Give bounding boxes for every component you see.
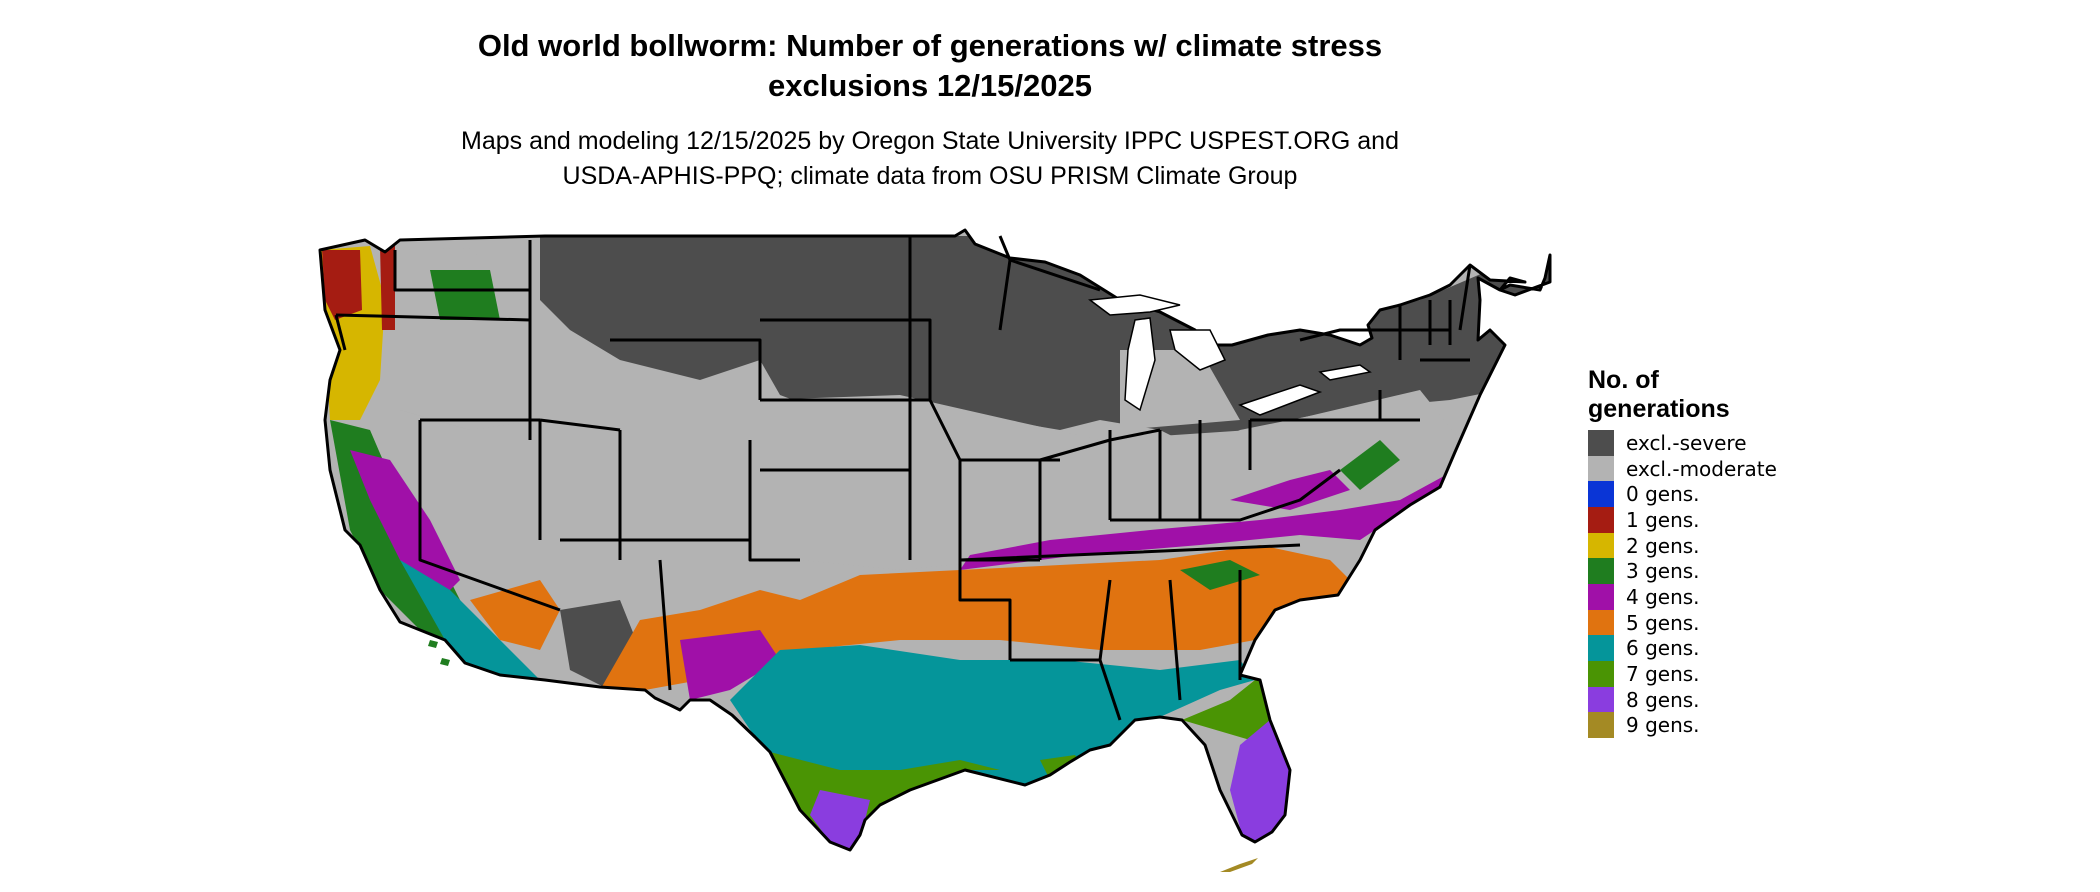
legend-label: 9 gens.	[1626, 713, 1700, 738]
legend-label: 2 gens.	[1626, 533, 1700, 558]
legend-label: 4 gens.	[1626, 584, 1700, 609]
legend-item: 3 gens.	[1588, 558, 1777, 585]
legend-label: 7 gens.	[1626, 662, 1700, 687]
zone-4-gens-virginia	[1230, 470, 1350, 510]
legend-label: 1 gens.	[1626, 507, 1700, 532]
zone-1-gens-coast	[322, 250, 362, 320]
legend-swatch	[1588, 686, 1614, 713]
zone-7-gens-florida	[1182, 680, 1270, 740]
lake-michigan	[1124, 317, 1156, 412]
legend-label: 0 gens.	[1626, 482, 1700, 507]
legend-title-line1: No. of	[1588, 366, 1659, 394]
zone-3-gens-mid-atlantic	[1340, 440, 1400, 490]
legend-label: excl.-moderate	[1626, 456, 1777, 481]
great-lakes	[1088, 294, 1372, 416]
zone-6-gens-gulf	[730, 645, 1255, 805]
zone-3-gens-island	[440, 658, 450, 666]
zone-9-gens-keys	[1220, 858, 1258, 872]
zone-3-gens-appalachia	[1180, 560, 1260, 590]
legend-title-line2: generations	[1588, 395, 1730, 423]
legend-swatch	[1588, 609, 1614, 636]
legend-swatch	[1588, 532, 1614, 559]
lake-erie	[1238, 384, 1323, 416]
legend-label: 5 gens.	[1626, 610, 1700, 635]
zone-excl-moderate-northwest	[380, 248, 560, 430]
legend-item: excl.-severe	[1588, 429, 1777, 456]
lake-superior	[1088, 294, 1181, 316]
legend-swatch	[1588, 583, 1614, 610]
legend-swatch	[1588, 558, 1614, 585]
legend-swatch	[1588, 429, 1614, 456]
zone-5-gens-desert	[470, 580, 560, 650]
map-subtitle-line1: Maps and modeling 12/15/2025 by Oregon S…	[461, 127, 1399, 155]
generation-zones	[320, 230, 1550, 850]
map-title: Old world bollworm: Number of generation…	[0, 26, 1860, 106]
legend-item: 8 gens.	[1588, 686, 1777, 713]
legend-item: 2 gens.	[1588, 532, 1777, 559]
zone-3-gens-island	[428, 640, 438, 648]
legend-title: No. of generations	[1588, 366, 1777, 424]
lake-ontario	[1318, 364, 1372, 381]
legend-swatch	[1588, 506, 1614, 533]
legend-item: 7 gens.	[1588, 661, 1777, 688]
legend-item: 9 gens.	[1588, 712, 1777, 739]
state-boundaries	[318, 228, 1552, 852]
legend-item: 0 gens.	[1588, 481, 1777, 508]
zone-excl-severe	[540, 236, 1550, 500]
legend-label: 6 gens.	[1626, 636, 1700, 661]
zone-4-gens-southeast	[960, 470, 1455, 570]
zone-8-gens-florida	[1230, 720, 1290, 842]
map-title-line2: exclusions 12/15/2025	[767, 68, 1092, 103]
map-subtitle: Maps and modeling 12/15/2025 by Oregon S…	[0, 124, 1860, 194]
legend-items: excl.-severe excl.-moderate 0 gens. 1 gens.…	[1588, 429, 1777, 739]
legend-item: 1 gens.	[1588, 506, 1777, 533]
legend-item: 6 gens.	[1588, 635, 1777, 662]
legend-swatch	[1588, 481, 1614, 508]
legend-label: 3 gens.	[1626, 559, 1700, 584]
zone-1-gens-cascades	[380, 246, 395, 330]
map-title-line1: Old world bollworm: Number of generation…	[477, 28, 1383, 63]
legend-item: 4 gens.	[1588, 583, 1777, 610]
legend-swatch	[1588, 661, 1614, 688]
coastal-fragments	[428, 640, 1258, 872]
legend-label: excl.-severe	[1626, 430, 1747, 455]
zone-6-gens-desert	[400, 560, 540, 680]
legend-swatch	[1588, 635, 1614, 662]
map-legend: No. of generations excl.-severe excl.-mod…	[1588, 366, 1777, 739]
legend-swatch	[1588, 455, 1614, 482]
zone-3-gens-inland-nw	[430, 270, 500, 320]
lake-huron	[1169, 329, 1227, 371]
legend-item: 5 gens.	[1588, 609, 1777, 636]
legend-swatch	[1588, 712, 1614, 739]
map-subtitle-line2: USDA-APHIS-PPQ; climate data from OSU PR…	[562, 162, 1298, 190]
zone-4-gens-texas-west	[680, 630, 780, 700]
legend-item: excl.-moderate	[1588, 455, 1777, 482]
zone-4-gens-california	[350, 450, 460, 600]
legend-label: 8 gens.	[1626, 687, 1700, 712]
zone-8-gens-texas-south	[810, 790, 870, 850]
